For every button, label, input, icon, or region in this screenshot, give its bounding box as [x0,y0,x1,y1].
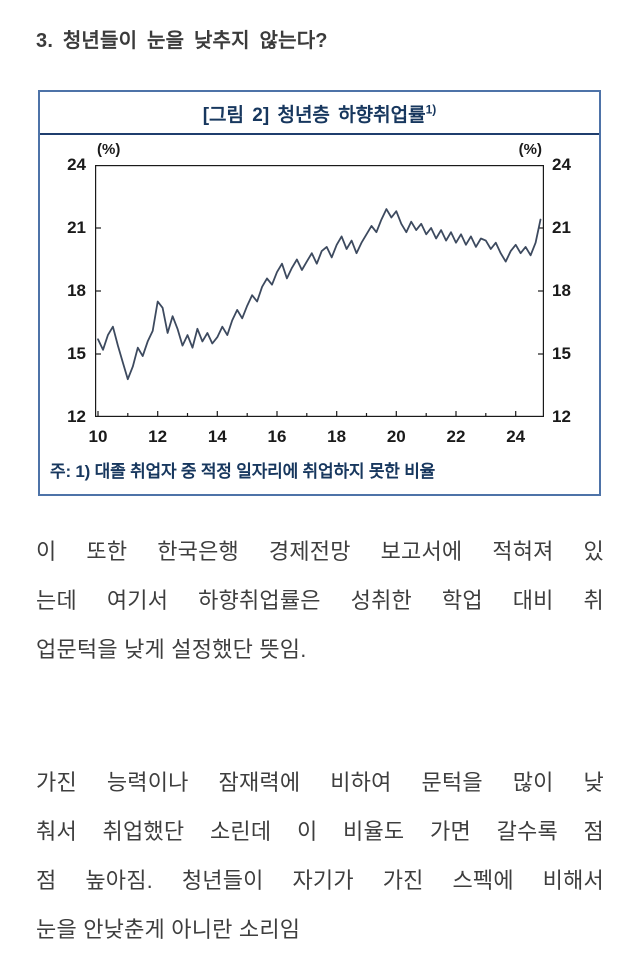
y-axis-label-left: 12 [67,407,86,426]
y-axis-unit-right: (%) [518,141,542,158]
y-axis-label-right: 12 [552,407,571,426]
y-axis-label-right: 18 [552,281,571,300]
figure-footnote-marker: 1) [425,102,437,117]
x-axis-label: 24 [506,427,526,446]
text-line: 이 또한 한국은행 경제전망 보고서에 적혀져 있 [36,539,604,564]
x-axis-label: 16 [267,427,287,446]
text-line: 점 높아짐. 청년들이 자기가 가진 스펙에 비해서 [36,868,604,893]
figure-box: [그림 2] 청년층 하향취업률1) (%) (%) 12 12 15 15 18 18 2… [38,90,601,496]
y-axis-label-left: 18 [67,281,86,300]
figure-title-text: [그림 2] 청년층 하향취업률 [202,105,426,126]
chart-plot [95,165,544,417]
text-line: 춰서 취업했단 소린데 이 비율도 가면 갈수록 점 [36,819,604,844]
y-axis-label-left: 15 [67,344,86,363]
x-axis-label: 14 [207,427,227,446]
y-axis-label-right: 24 [552,155,571,174]
x-axis-label: 10 [88,427,108,446]
figure-title: [그림 2] 청년층 하향취업률1) [40,92,599,135]
text-line: 업문턱을 낮게 설정했단 뜻임. [36,637,307,662]
y-axis-label-right: 15 [552,344,571,363]
x-axis-label: 12 [148,427,168,446]
y-axis-label-left: 24 [67,155,86,174]
text-line: 는데 여기서 하향취업률은 성취한 학업 대비 취 [36,588,604,613]
x-axis-label: 20 [386,427,406,446]
text-line: 눈을 안낮춘게 아니란 소리임 [36,917,301,942]
y-axis-label-right: 21 [552,218,571,237]
x-axis-label: 22 [446,427,466,446]
plot-area: (%) (%) 12 12 15 15 18 18 21 21 24 24 10 12 14 16 18 20… [40,135,599,451]
y-axis-label-left: 21 [67,218,86,237]
text-line: 가진 능력이나 잠재력에 비하여 문턱을 많이 낮 [36,770,604,795]
y-axis-unit-left: (%) [97,141,121,158]
section-heading: 3. 청년들이 눈을 낮추지 않는다? [36,30,328,52]
x-axis-label: 18 [327,427,347,446]
figure-note: 주: 1) 대졸 취업자 중 적정 일자리에 취업하지 못한 비율 [50,462,436,481]
